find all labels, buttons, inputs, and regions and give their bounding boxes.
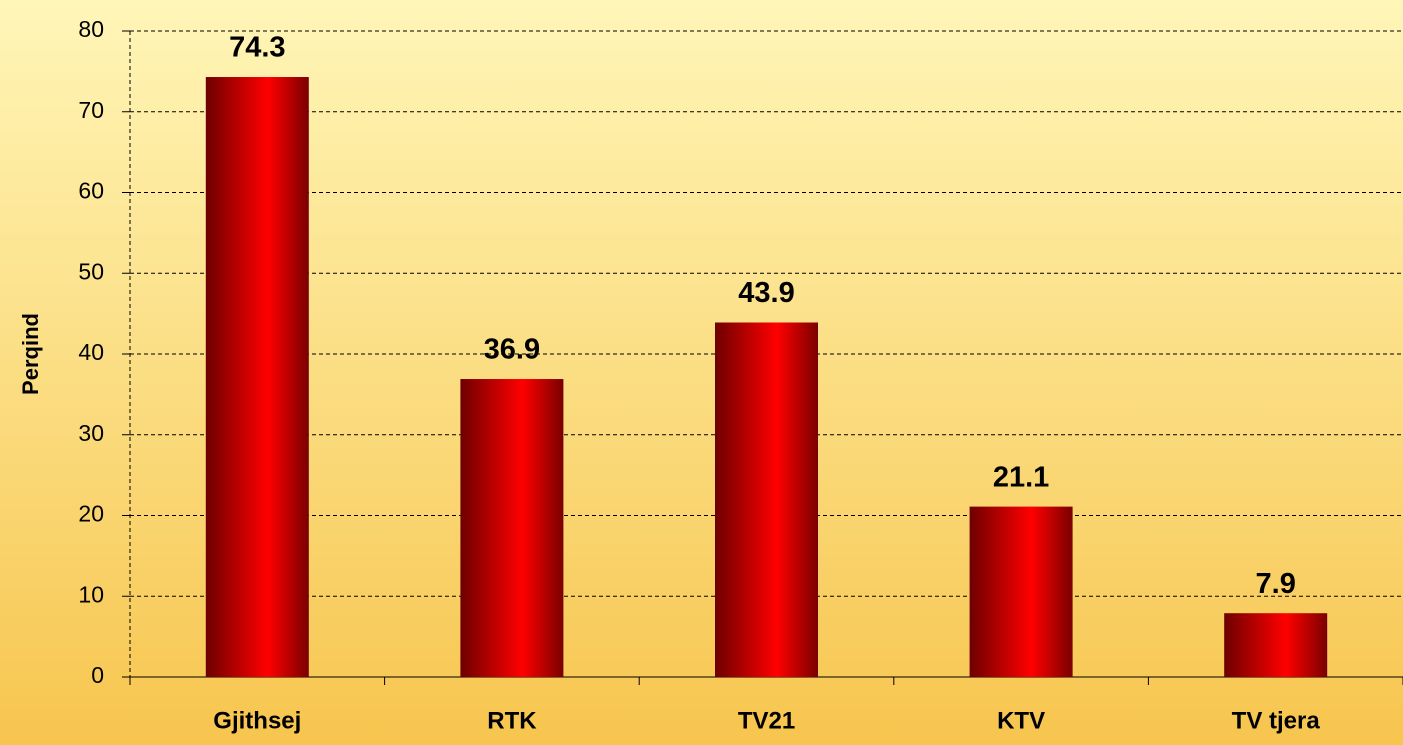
bar	[1224, 613, 1328, 677]
data-label: 43.9	[738, 277, 794, 309]
x-tick-label: TV21	[738, 707, 795, 734]
bar	[715, 322, 818, 677]
y-tick-label: 60	[78, 178, 104, 204]
y-tick-label: 70	[78, 97, 104, 123]
x-tick-label: TV tjera	[1232, 707, 1321, 734]
y-tick-label: 10	[78, 581, 104, 607]
bar	[969, 506, 1073, 677]
x-tick-label: RTK	[487, 707, 537, 734]
data-label: 7.9	[1256, 568, 1296, 600]
data-label: 21.1	[993, 461, 1049, 493]
y-tick-label: 80	[78, 16, 104, 42]
x-tick-label: Gjithsej	[213, 707, 301, 734]
y-tick-label: 20	[78, 501, 104, 527]
bar	[205, 77, 309, 678]
bar	[460, 379, 564, 677]
y-tick-label: 0	[91, 662, 104, 688]
data-label: 36.9	[484, 334, 540, 366]
y-tick-label: 30	[78, 420, 104, 446]
y-tick-label: 40	[78, 339, 104, 365]
data-label: 74.3	[229, 32, 285, 64]
y-tick-label: 50	[78, 258, 104, 284]
x-tick-label: KTV	[997, 707, 1045, 734]
y-axis-label: Perqind	[18, 313, 43, 395]
